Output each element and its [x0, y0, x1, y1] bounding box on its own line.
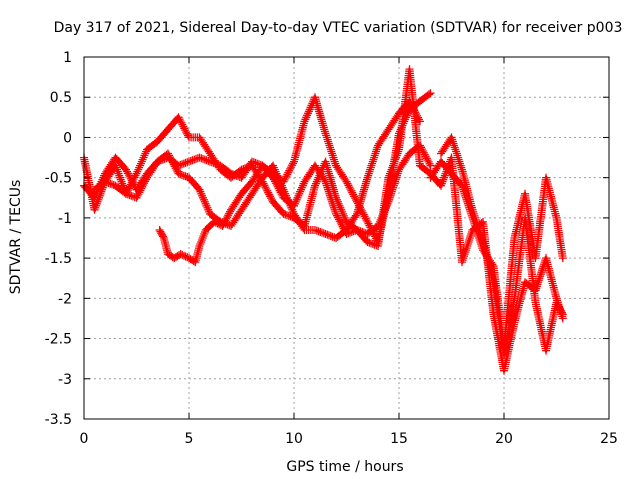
x-tick-label: 5 [185, 431, 194, 447]
y-tick-label: 0.5 [50, 90, 72, 106]
x-tick-label: 25 [600, 431, 618, 447]
axes: 0 5 10 15 20 25 -3.5 -3 -2.5 -2 -1.5 -1 -0.5 0 0.5 1 [45, 50, 618, 447]
chart-title: Day 317 of 2021, Sidereal Day-to-day VTE… [54, 20, 623, 36]
y-tick-label: -1.5 [45, 251, 72, 267]
x-tick-label: 0 [80, 431, 89, 447]
y-tick-label: -2.5 [45, 332, 72, 348]
series-layer [80, 65, 567, 375]
x-tick-label: 10 [285, 431, 303, 447]
y-tick-label: -3 [58, 372, 72, 388]
x-tick-label: 15 [390, 431, 408, 447]
y-tick-label: 1 [63, 50, 72, 66]
plot-frame [83, 56, 610, 420]
y-tick-label: -2 [58, 291, 72, 307]
y-tick-label: -0.5 [45, 171, 72, 187]
y-tick-label: 0 [63, 130, 72, 146]
y-tick-label: -3.5 [45, 412, 72, 428]
series-markers [437, 133, 567, 359]
x-axis-label: GPS time / hours [286, 459, 403, 475]
y-axis-label: SDTVAR / TECUs [8, 180, 24, 295]
x-tick-label: 20 [495, 431, 513, 447]
y-tick-label: -1 [58, 211, 72, 227]
series-track-g [437, 133, 567, 359]
series-track-d [155, 65, 435, 267]
series-markers [155, 65, 435, 267]
